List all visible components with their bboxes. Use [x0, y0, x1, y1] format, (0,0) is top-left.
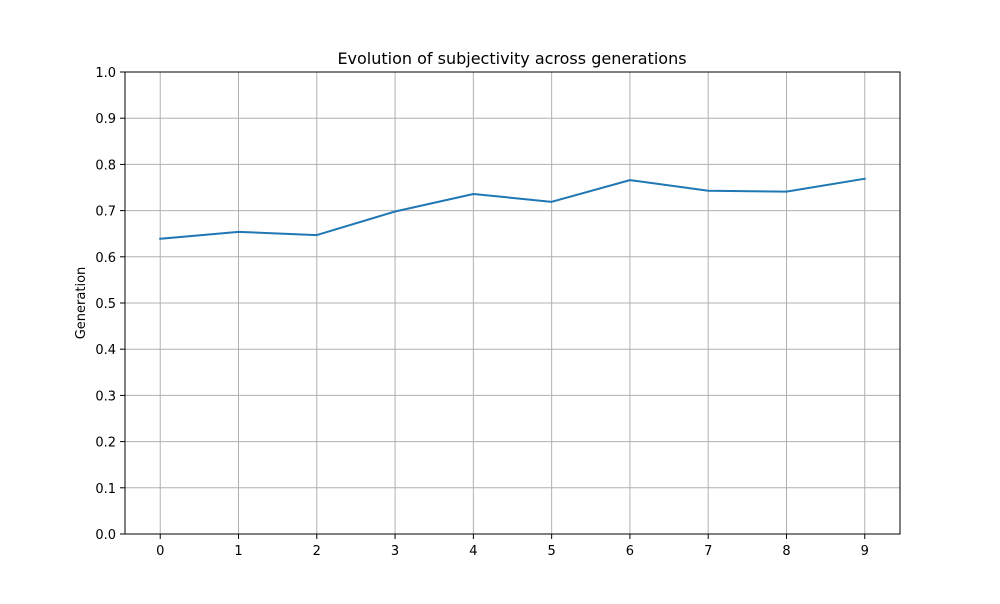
y-tick-label: 0.9 — [95, 112, 116, 127]
tick-layer: 0 1 2 3 4 5 6 7 8 9 0.0 0.1 0.2 0.3 0.4 0.5 0.6 0.7 0.8 0.9… — [95, 66, 869, 559]
x-tick-label: 2 — [313, 544, 321, 559]
x-tick-label: 0 — [156, 544, 164, 559]
y-tick-label: 0.5 — [95, 297, 116, 312]
chart-title: Evolution of subjectivity across generat… — [337, 49, 686, 68]
x-tick-label: 4 — [469, 544, 477, 559]
x-tick-label: 9 — [861, 544, 869, 559]
x-tick-label: 8 — [782, 544, 790, 559]
y-tick-label: 0.6 — [95, 251, 116, 266]
y-axis-label: Generation — [74, 267, 89, 340]
y-tick-label: 1.0 — [95, 66, 116, 81]
x-tick-label: 6 — [626, 544, 634, 559]
grid-layer — [125, 72, 900, 534]
x-tick-label: 5 — [548, 544, 556, 559]
y-tick-label: 0.2 — [95, 436, 116, 451]
y-tick-label: 0.7 — [95, 205, 116, 220]
y-tick-label: 0.3 — [95, 389, 116, 404]
x-tick-label: 7 — [704, 544, 712, 559]
series-line — [160, 179, 865, 239]
y-tick-label: 0.0 — [95, 528, 116, 543]
x-tick-label: 1 — [234, 544, 242, 559]
y-tick-label: 0.8 — [95, 158, 116, 173]
series-layer — [160, 179, 865, 239]
y-tick-label: 0.1 — [95, 482, 116, 497]
y-tick-label: 0.4 — [95, 343, 116, 358]
x-tick-label: 3 — [391, 544, 399, 559]
